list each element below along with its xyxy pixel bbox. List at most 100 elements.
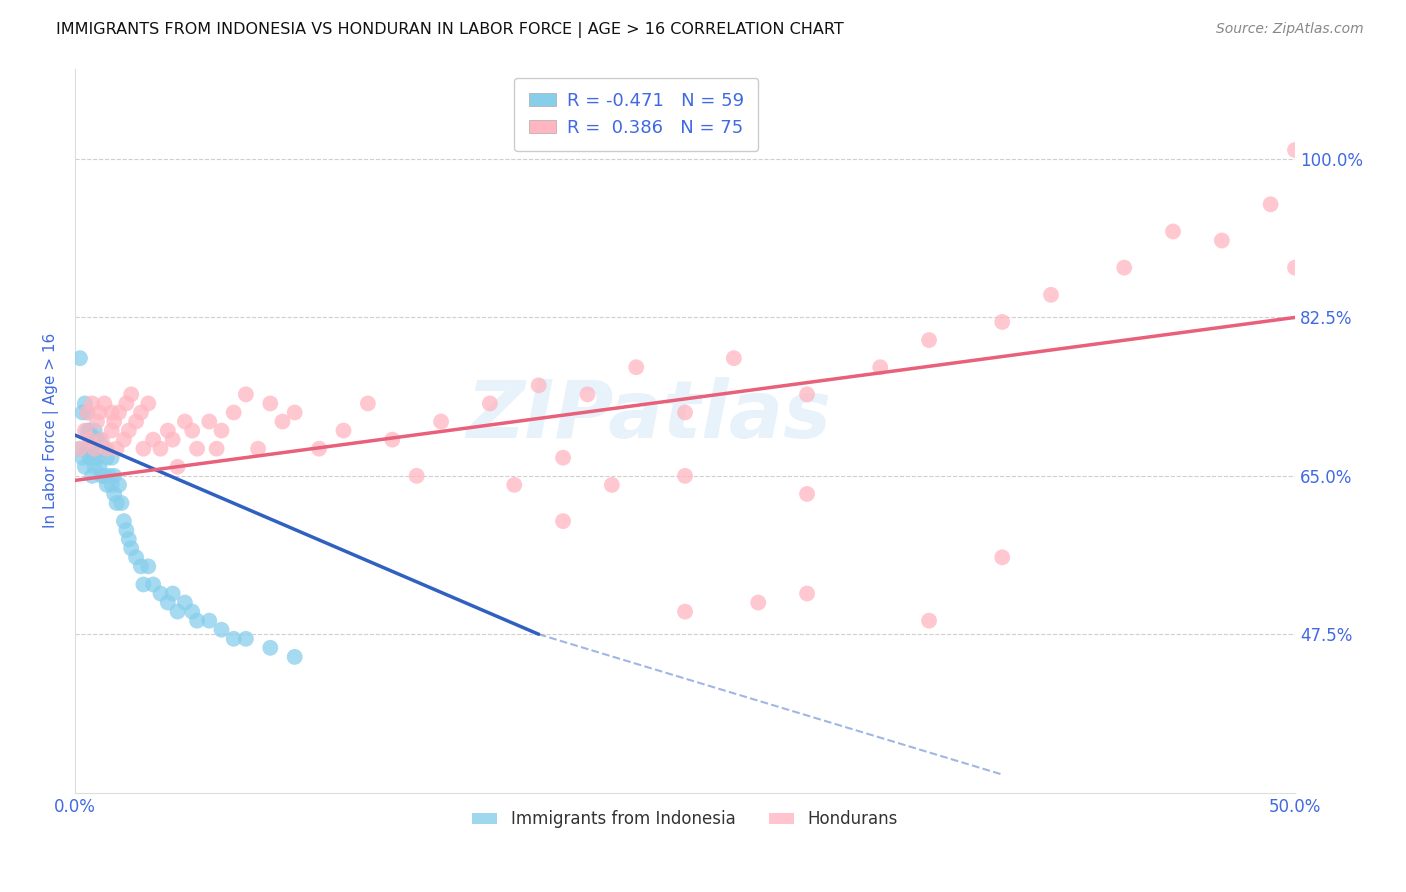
Point (86, 450, 108, 465)
Point (991, 315, 1014, 329)
Point (83, 442, 105, 456)
Point (132, 577, 155, 591)
Point (100, 405, 122, 419)
Point (796, 487, 818, 501)
Point (115, 396, 138, 410)
Point (308, 442, 330, 456)
Point (73, 459, 96, 474)
Point (259, 640, 281, 655)
Point (136, 396, 159, 410)
Point (86, 433, 108, 447)
Point (108, 478, 131, 492)
Point (747, 596, 769, 610)
Point (90, 468, 112, 483)
Point (118, 532, 141, 546)
Point (100, 424, 122, 438)
Point (89, 442, 111, 456)
Y-axis label: In Labor Force | Age > 16: In Labor Force | Age > 16 (44, 333, 59, 528)
Point (626, 360, 648, 375)
Point (82, 433, 104, 447)
Point (181, 605, 204, 619)
Point (284, 649, 307, 664)
Point (100, 450, 122, 465)
Point (186, 614, 208, 628)
Point (79, 450, 101, 465)
Point (82, 468, 104, 483)
Point (357, 396, 380, 410)
Point (79, 442, 101, 456)
Text: IMMIGRANTS FROM INDONESIA VS HONDURAN IN LABOR FORCE | AGE > 16 CORRELATION CHAR: IMMIGRANTS FROM INDONESIA VS HONDURAN IN… (56, 22, 844, 38)
Point (551, 514, 574, 528)
Point (149, 442, 172, 456)
Point (129, 405, 152, 419)
Point (1211, 234, 1233, 248)
Point (576, 387, 599, 401)
Point (103, 487, 125, 501)
Point (271, 415, 294, 429)
Point (76, 405, 98, 419)
Point (186, 442, 208, 456)
Point (142, 577, 165, 591)
Point (1260, 197, 1282, 211)
Point (284, 405, 307, 419)
Point (89, 405, 111, 419)
Point (105, 442, 128, 456)
Point (430, 415, 453, 429)
Point (82, 396, 104, 410)
Point (381, 433, 404, 447)
Point (1114, 260, 1136, 275)
Point (173, 596, 195, 610)
Point (120, 541, 142, 556)
Point (96, 478, 118, 492)
Point (136, 559, 159, 574)
Point (1284, 260, 1306, 275)
Point (1284, 143, 1306, 157)
Point (90, 433, 112, 447)
Point (73, 424, 96, 438)
Point (405, 468, 427, 483)
Point (332, 424, 354, 438)
Point (478, 396, 501, 410)
Point (796, 387, 818, 401)
Point (86, 415, 108, 429)
Point (673, 405, 696, 419)
Point (600, 478, 623, 492)
Point (118, 424, 141, 438)
Point (156, 596, 179, 610)
Point (503, 478, 526, 492)
Legend: Immigrants from Indonesia, Hondurans: Immigrants from Indonesia, Hondurans (465, 804, 904, 835)
Point (211, 424, 233, 438)
Point (156, 424, 179, 438)
Point (129, 559, 152, 574)
Point (673, 468, 696, 483)
Point (120, 387, 142, 401)
Point (83, 442, 105, 456)
Point (83, 459, 105, 474)
Point (205, 442, 228, 456)
Point (235, 632, 257, 646)
Point (72, 405, 94, 419)
Point (235, 387, 257, 401)
Point (918, 614, 941, 628)
Point (105, 496, 128, 510)
Point (991, 550, 1014, 565)
Point (89, 459, 111, 474)
Point (89, 433, 111, 447)
Point (103, 468, 125, 483)
Point (173, 415, 195, 429)
Point (72, 450, 94, 465)
Point (79, 433, 101, 447)
Point (723, 351, 745, 366)
Point (93, 468, 115, 483)
Point (527, 378, 550, 392)
Point (96, 442, 118, 456)
Point (551, 450, 574, 465)
Point (73, 396, 96, 410)
Point (796, 586, 818, 600)
Point (112, 433, 135, 447)
Point (115, 523, 138, 537)
Point (69, 351, 91, 366)
Point (76, 405, 98, 419)
Point (69, 442, 91, 456)
Point (93, 396, 115, 410)
